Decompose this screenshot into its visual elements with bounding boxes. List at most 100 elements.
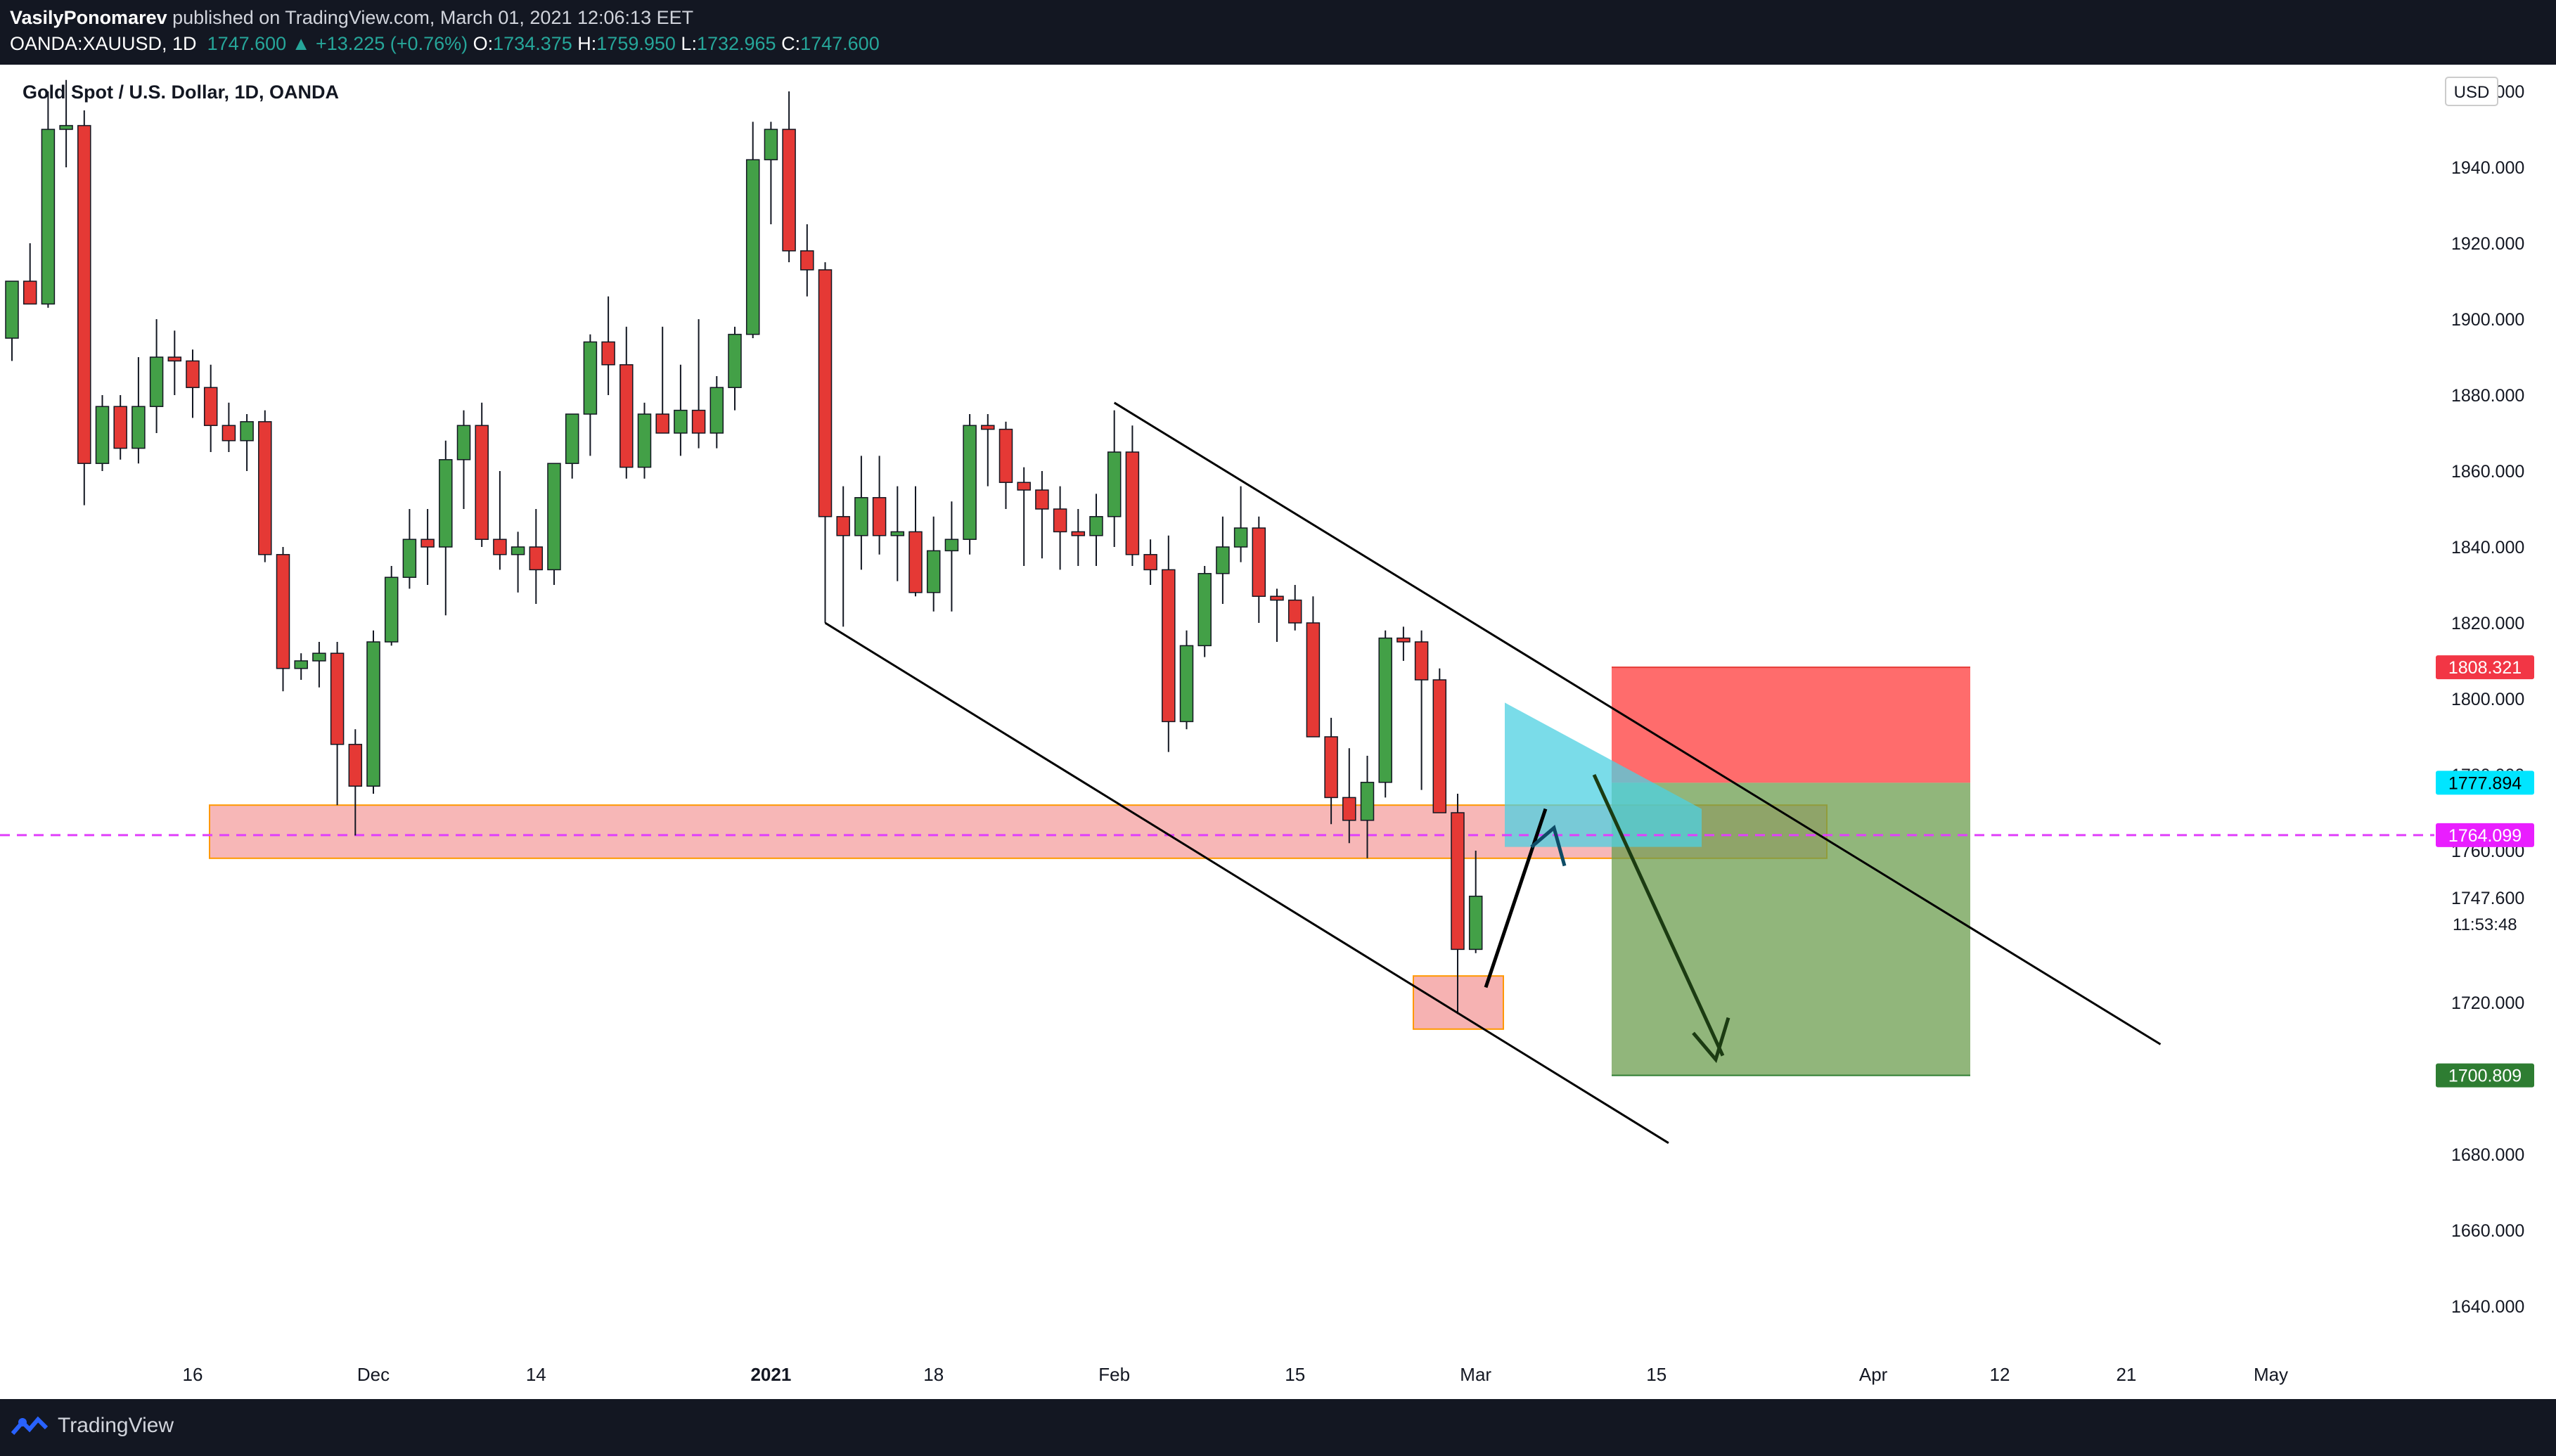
price-change: ▲ +13.225 (+0.76%) (291, 33, 468, 54)
open-value: 1734.375 (493, 33, 572, 54)
price-tick-label: 1680.000 (2451, 1145, 2524, 1165)
bar-countdown: 11:53:48 (2453, 915, 2517, 934)
candle-body (1197, 573, 1212, 647)
candle-body (1432, 679, 1447, 813)
candle-body (456, 425, 471, 460)
candle-body (872, 497, 887, 536)
channel-upper-line (1113, 401, 2162, 1045)
time-tick-label: May (2254, 1364, 2288, 1385)
footer-bar (0, 1399, 2556, 1456)
candle-body (240, 421, 254, 442)
close-label: C: (781, 33, 801, 54)
high-label: H: (577, 33, 597, 54)
up-arrow-shaft (1484, 808, 1548, 988)
candle-body (998, 428, 1013, 483)
candle-body (1342, 797, 1356, 821)
candle-body (1324, 736, 1338, 799)
candle-body (420, 539, 435, 548)
price-tick-label: 1900.000 (2451, 310, 2524, 330)
time-tick-label: 14 (526, 1364, 546, 1385)
candle-body (1360, 782, 1375, 821)
candle-body (583, 341, 598, 415)
candle-body (565, 413, 579, 464)
candle-body (782, 129, 796, 252)
price-marker (2436, 1063, 2534, 1088)
candle-body (926, 550, 941, 593)
candle-body (23, 281, 37, 305)
price-marker (2436, 771, 2534, 795)
price-tick-label: 1920.000 (2451, 234, 2524, 254)
low-value: 1732.965 (696, 33, 776, 54)
candle-body (258, 421, 272, 555)
stop-loss-zone (1612, 667, 1970, 783)
candle-body (836, 516, 850, 536)
time-tick-label: 16 (183, 1364, 203, 1385)
price-tick-label: 1720.000 (2451, 993, 2524, 1013)
time-tick-label: 2021 (750, 1364, 791, 1385)
candle-body (963, 425, 977, 540)
candle-body (1035, 489, 1049, 510)
candle-body (728, 333, 742, 388)
down-arrow-head (1692, 1017, 1730, 1064)
candle-body (276, 554, 290, 669)
price-marker-label: 1777.894 (2448, 773, 2522, 793)
candle-body (384, 576, 399, 643)
candle-body (1396, 637, 1411, 643)
candle-body (149, 356, 164, 407)
chart-area[interactable]: 1640.0001660.0001680.0001700.0001720.000… (0, 65, 2556, 1399)
candle-body (908, 531, 923, 593)
price-tick-label: 1820.000 (2451, 614, 2524, 633)
price-marker-label: 1808.321 (2448, 658, 2522, 678)
candle-body (1287, 599, 1302, 624)
symbol-label[interactable]: OANDA:XAUUSD, 1D (10, 33, 197, 54)
candle-body (348, 744, 363, 787)
chart-title: Gold Spot / U.S. Dollar, 1D, OANDA (23, 82, 339, 103)
candle-body (221, 425, 236, 442)
price-marker (2436, 823, 2534, 847)
author-name[interactable]: VasilyPonomarev (10, 7, 167, 28)
published-text: published on TradingView.com, March 01, … (167, 7, 694, 28)
candle-body (1071, 531, 1086, 536)
candle-body (186, 360, 200, 388)
candle-body (1179, 645, 1194, 723)
high-value: 1759.950 (596, 33, 676, 54)
candle-body (1451, 812, 1465, 951)
candle-body (944, 539, 959, 552)
price-tick-label: 1940.000 (2451, 158, 2524, 178)
candle-body (637, 413, 652, 468)
price-tick-label: 1800.000 (2451, 690, 2524, 709)
close-value: 1747.600 (800, 33, 880, 54)
candle-body (529, 546, 544, 571)
price-scale (2434, 65, 2556, 1399)
candle-body (601, 341, 615, 366)
price-tick-label: 1660.000 (2451, 1221, 2524, 1241)
currency-badge[interactable] (2445, 77, 2498, 106)
candle-body (547, 463, 561, 571)
candle-body (312, 652, 326, 662)
candle-body (1162, 569, 1176, 723)
time-tick-label: 21 (2116, 1364, 2136, 1385)
channel-lower-line (824, 621, 1669, 1145)
time-tick-label: Apr (1859, 1364, 1888, 1385)
tradingview-brand[interactable]: TradingView (10, 1414, 174, 1438)
candle-body (674, 409, 688, 434)
candle-body (619, 364, 634, 468)
candle-body (41, 129, 56, 305)
price-marker-label: 1764.099 (2448, 826, 2522, 846)
time-tick-label: Mar (1460, 1364, 1491, 1385)
candle-body (1270, 595, 1284, 601)
candle-body (1107, 451, 1122, 517)
candle-body (890, 531, 905, 536)
candle-body (510, 546, 525, 555)
candle-body (294, 660, 308, 669)
price-chart[interactable]: 1640.0001660.0001680.0001700.0001720.000… (0, 65, 2556, 1399)
up-arrow-head (1530, 825, 1567, 867)
candle-body (330, 652, 345, 745)
candle-body (402, 539, 417, 578)
price-tick-label: 1640.000 (2451, 1297, 2524, 1317)
candle-body (1233, 527, 1248, 548)
time-tick-label: 15 (1285, 1364, 1305, 1385)
candle-body (854, 497, 868, 536)
candle-body (439, 459, 453, 548)
price-marker-label: 1700.809 (2448, 1067, 2522, 1086)
